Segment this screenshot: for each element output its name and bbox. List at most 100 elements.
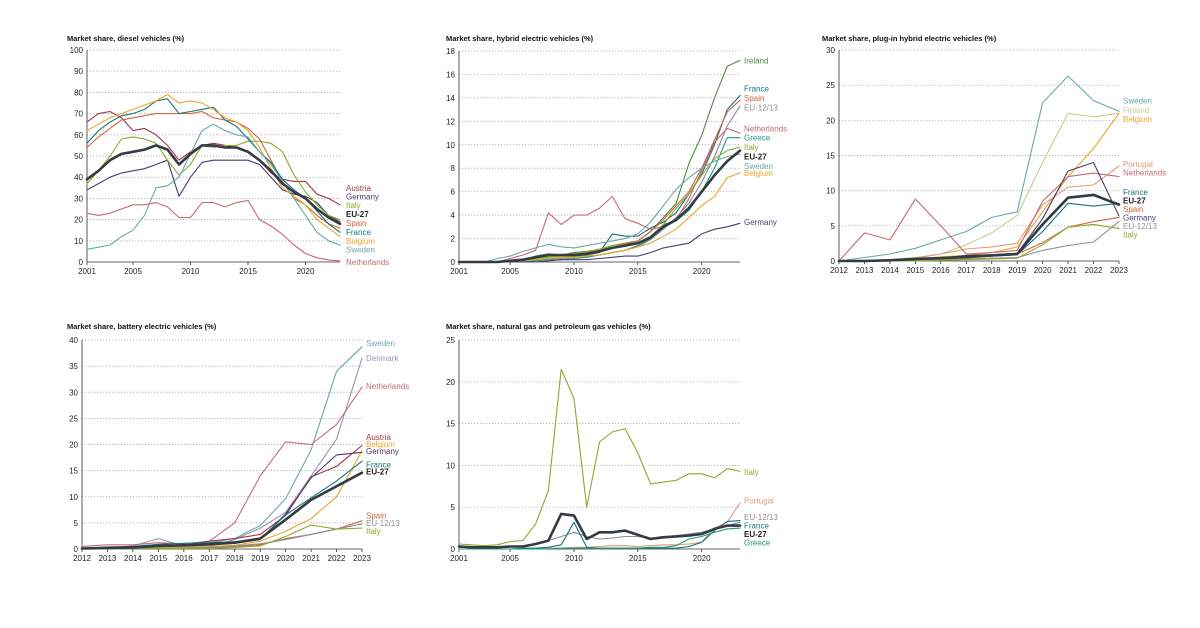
y-tick-label: 10 [826, 187, 835, 196]
series-line-finland [838, 112, 1120, 262]
x-tick-label: 2005 [124, 267, 142, 276]
x-tick-label: 2015 [629, 267, 647, 276]
x-tick-label: 2020 [297, 267, 315, 276]
series-label-eu-27: EU-27 [1123, 197, 1146, 206]
series-label-ireland: Ireland [744, 56, 768, 65]
y-tick-label: 40 [69, 336, 78, 345]
y-tick-label: 35 [69, 362, 78, 371]
x-tick-label: 2019 [1008, 266, 1026, 275]
x-tick-label: 2013 [99, 554, 117, 563]
y-tick-label: 20 [826, 116, 835, 125]
series-label-eu-27: EU-27 [744, 530, 767, 539]
series-line-sweden [838, 75, 1120, 262]
x-tick-label: 2020 [693, 267, 711, 276]
series-label-belgium: Belgium [346, 237, 375, 246]
y-tick-label: 10 [446, 461, 455, 470]
series-line-eu-27 [457, 512, 742, 549]
series-line-italy [86, 136, 341, 221]
diesel-chart: 0 10 20 30 40 50 60 70 80 90 100 2001 2005 2010 2015 20… [70, 46, 390, 276]
x-tick-label: 2014 [881, 266, 899, 275]
series-label-netherlands: Netherlands [346, 258, 389, 267]
series-label-sweden: Sweden [346, 246, 375, 255]
series-line-belgium [81, 450, 363, 550]
y-tick-label: 10 [446, 141, 455, 150]
series-label-italy: Italy [346, 201, 361, 210]
x-tick-label: 2023 [1110, 266, 1128, 275]
series-line-eu-27 [80, 471, 364, 550]
y-tick-label: 8 [451, 164, 456, 173]
series-label-italy: Italy [366, 527, 381, 536]
x-tick-label: 2022 [328, 554, 346, 563]
y-tick-label: 60 [74, 131, 83, 140]
series-label-germany: Germany [366, 447, 399, 456]
y-tick-label: 30 [69, 388, 78, 397]
series-label-spain: Spain [346, 219, 366, 228]
series-label-spain: Spain [1123, 205, 1143, 214]
bev-chart-panel: Market share, battery electric vehicles … [67, 322, 409, 567]
x-tick-label: 2013 [856, 266, 874, 275]
x-tick-label: 2012 [830, 266, 848, 275]
series-label-france: France [366, 460, 391, 469]
x-tick-label: 2010 [565, 554, 583, 563]
gas-chart-panel: Market share, natural gas and petroleum … [446, 322, 786, 567]
y-tick-label: 0 [74, 545, 79, 554]
x-tick-label: 2005 [501, 267, 519, 276]
x-tick-label: 2016 [175, 554, 193, 563]
y-tick-label: 6 [451, 188, 456, 197]
x-tick-label: 2017 [200, 554, 218, 563]
y-tick-label: 20 [74, 216, 83, 225]
bev-chart-title: Market share, battery electric vehicles … [67, 322, 217, 331]
x-tick-label: 2014 [124, 554, 142, 563]
series-line-netherlands [458, 127, 741, 263]
y-tick-label: 5 [451, 503, 456, 512]
series-label-eu-27: EU-27 [346, 210, 369, 219]
diesel-chart-panel: Market share, diesel vehicles (%) 0 10 20 3… [67, 34, 397, 276]
bev-chart: 0 5 10 15 20 25 30 35 40 2012 2013 2014 2015 2016 2017… [69, 336, 409, 563]
series-label-france: France [1123, 188, 1148, 197]
x-tick-label: 2023 [353, 554, 371, 563]
series-line-austria [86, 110, 341, 206]
series-line-spain [86, 110, 341, 229]
series-line-germany [838, 161, 1120, 262]
y-tick-label: 40 [74, 173, 83, 182]
x-tick-label: 2019 [251, 554, 269, 563]
y-tick-label: 0 [451, 545, 456, 554]
series-line-belgium [86, 93, 341, 238]
series-line-netherlands [838, 172, 1120, 262]
series-label-belgium: Belgium [366, 440, 395, 449]
phev-chart-panel: Market share, plug-in hybrid electric ve… [822, 34, 1166, 275]
series-label-greece: Greece [744, 538, 771, 547]
y-tick-label: 100 [70, 46, 84, 55]
hybrid-chart-panel: Market share, hybrid electric vehicles (… [446, 34, 806, 276]
x-tick-label: 2010 [182, 267, 200, 276]
y-tick-label: 5 [831, 222, 836, 231]
series-line-sweden [81, 346, 363, 550]
x-tick-label: 2020 [693, 554, 711, 563]
gas-chart: 0 5 10 15 20 25 2001 2005 2010 2015 2020 Italy Portu… [446, 336, 778, 563]
series-label-sweden: Sweden [1123, 97, 1152, 106]
y-tick-label: 18 [446, 47, 455, 56]
series-line-italy [458, 146, 741, 263]
x-tick-label: 2018 [983, 266, 1001, 275]
x-tick-label: 2017 [957, 266, 975, 275]
y-tick-label: 0 [831, 257, 836, 266]
series-line-greece [458, 527, 741, 550]
series-label-austria: Austria [346, 184, 371, 193]
y-tick-label: 25 [446, 336, 455, 345]
x-tick-label: 2001 [78, 267, 96, 276]
series-label-netherlands: Netherlands [366, 382, 409, 391]
x-tick-label: 2001 [450, 267, 468, 276]
series-label-netherlands: Netherlands [1123, 168, 1166, 177]
y-tick-label: 25 [69, 414, 78, 423]
series-label-netherlands: Netherlands [744, 124, 787, 133]
y-tick-label: 5 [74, 519, 79, 528]
y-tick-label: 0 [79, 258, 84, 267]
series-label-finland: Finland [1123, 106, 1149, 115]
series-label-eu-12-13: EU-12/13 [1123, 222, 1157, 231]
series-label-sweden: Sweden [744, 162, 773, 171]
series-label-eu-12-13: EU-12/13 [366, 519, 400, 528]
series-line-italy [458, 368, 741, 547]
series-label-belgium: Belgium [1123, 115, 1152, 124]
series-label-germany: Germany [1123, 213, 1156, 222]
series-line-netherlands [86, 199, 341, 262]
